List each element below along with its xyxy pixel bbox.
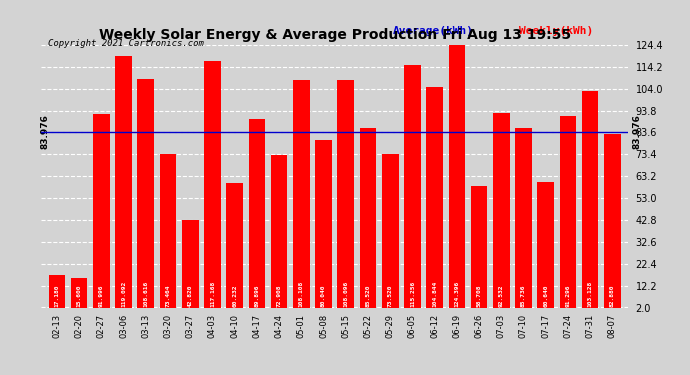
Text: 73.464: 73.464 xyxy=(166,284,170,307)
Bar xyxy=(159,154,177,312)
Bar xyxy=(448,45,465,312)
Bar xyxy=(115,56,132,312)
Text: 91.996: 91.996 xyxy=(99,284,104,307)
Bar xyxy=(538,182,554,312)
Text: 108.616: 108.616 xyxy=(144,280,148,307)
Bar xyxy=(604,134,621,312)
Text: 124.396: 124.396 xyxy=(454,280,460,307)
Text: 91.296: 91.296 xyxy=(565,284,571,307)
Text: Average(kWh): Average(kWh) xyxy=(393,26,474,36)
Bar xyxy=(582,91,598,312)
Bar xyxy=(315,140,332,312)
Text: 60.232: 60.232 xyxy=(232,284,237,307)
Text: 119.092: 119.092 xyxy=(121,280,126,307)
Text: 82.880: 82.880 xyxy=(610,284,615,307)
Text: 83.976: 83.976 xyxy=(632,114,641,149)
Bar xyxy=(93,114,110,312)
Bar xyxy=(182,220,199,312)
Bar xyxy=(293,80,310,312)
Bar xyxy=(248,119,265,312)
Text: 15.600: 15.600 xyxy=(77,284,81,307)
Bar xyxy=(515,128,532,312)
Title: Weekly Solar Energy & Average Production Fri Aug 13 19:55: Weekly Solar Energy & Average Production… xyxy=(99,28,571,42)
Text: 42.820: 42.820 xyxy=(188,284,193,307)
Text: 92.532: 92.532 xyxy=(499,284,504,307)
Text: 73.520: 73.520 xyxy=(388,284,393,307)
Text: 80.040: 80.040 xyxy=(321,284,326,307)
Bar xyxy=(71,278,88,312)
Text: 103.128: 103.128 xyxy=(588,280,593,307)
Bar xyxy=(137,79,154,312)
Bar xyxy=(493,113,510,312)
Text: Weekly(kWh): Weekly(kWh) xyxy=(520,26,593,36)
Bar xyxy=(382,154,399,312)
Bar xyxy=(560,116,576,312)
Text: 108.096: 108.096 xyxy=(343,280,348,307)
Bar xyxy=(471,186,487,312)
Text: 17.180: 17.180 xyxy=(55,284,59,307)
Text: 85.736: 85.736 xyxy=(521,284,526,307)
Text: 108.108: 108.108 xyxy=(299,280,304,307)
Text: Copyright 2021 Cartronics.com: Copyright 2021 Cartronics.com xyxy=(48,39,204,48)
Text: 83.976: 83.976 xyxy=(40,114,49,149)
Bar xyxy=(337,80,354,312)
Bar xyxy=(204,60,221,312)
Text: 89.896: 89.896 xyxy=(255,284,259,307)
Text: 104.844: 104.844 xyxy=(432,280,437,307)
Bar xyxy=(270,155,288,312)
Bar xyxy=(404,64,421,312)
Text: 60.640: 60.640 xyxy=(543,284,548,307)
Bar xyxy=(359,128,376,312)
Text: 72.908: 72.908 xyxy=(277,284,282,307)
Bar xyxy=(48,275,66,312)
Bar xyxy=(426,87,443,312)
Bar xyxy=(226,183,243,312)
Text: 58.708: 58.708 xyxy=(477,284,482,307)
Text: 115.256: 115.256 xyxy=(410,280,415,307)
Text: 85.520: 85.520 xyxy=(366,284,371,307)
Text: 117.168: 117.168 xyxy=(210,280,215,307)
